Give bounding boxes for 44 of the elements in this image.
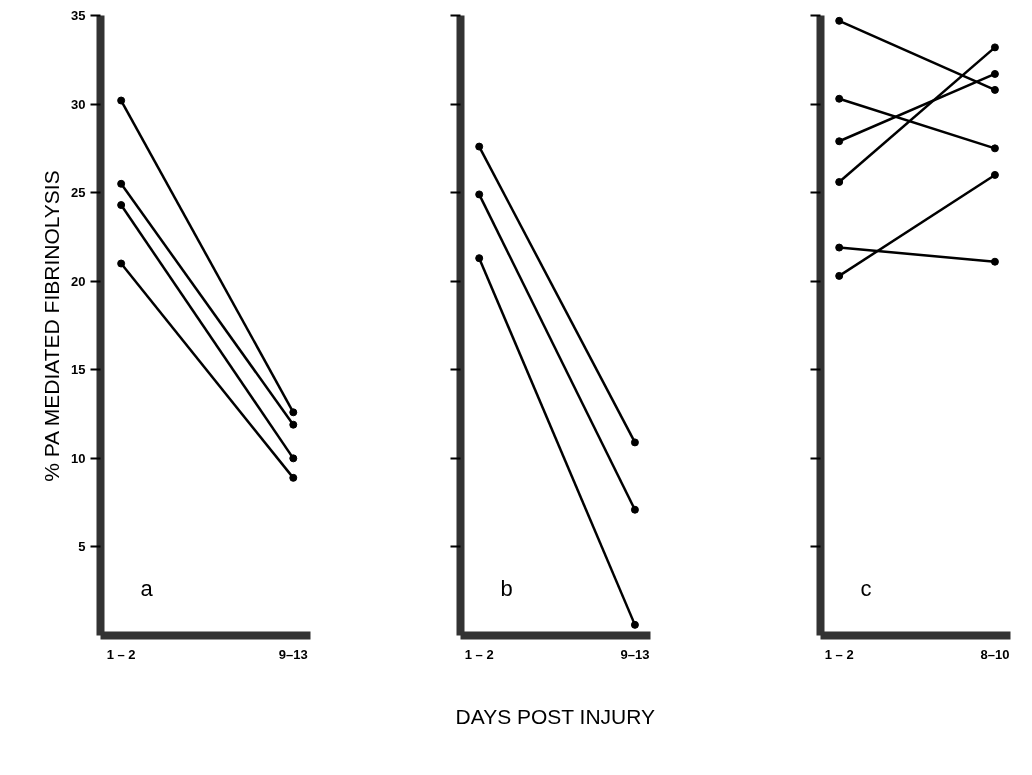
point <box>630 505 639 514</box>
point <box>630 438 639 447</box>
point <box>990 69 999 78</box>
point <box>630 620 639 629</box>
point <box>475 142 484 151</box>
point <box>835 94 844 103</box>
point <box>475 254 484 263</box>
point <box>117 259 126 268</box>
point <box>990 170 999 179</box>
x-tick-label: 8–10 <box>980 646 1010 662</box>
point <box>289 473 298 482</box>
point <box>289 454 298 463</box>
x-tick-label: 1 – 2 <box>106 646 136 662</box>
point <box>289 420 298 429</box>
point <box>990 144 999 153</box>
x-axis-title: DAYS POST INJURY <box>455 704 656 728</box>
y-tick-label: 5 <box>78 539 86 555</box>
annotation: c <box>860 575 872 601</box>
y-tick-label: 35 <box>71 8 86 23</box>
point <box>835 137 844 146</box>
point <box>990 257 999 266</box>
point <box>990 85 999 94</box>
point <box>117 96 126 105</box>
point <box>835 271 844 280</box>
annotation: a <box>140 575 154 601</box>
y-tick-label: 30 <box>71 96 86 112</box>
y-tick-label: 20 <box>71 273 86 289</box>
x-tick-label: 9–13 <box>278 646 308 662</box>
point <box>475 190 484 199</box>
x-tick-label: 1 – 2 <box>464 646 494 662</box>
x-tick-label: 9–13 <box>620 646 650 662</box>
point <box>289 408 298 417</box>
annotation: b <box>500 575 513 601</box>
point <box>835 16 844 25</box>
y-tick-label: 10 <box>71 450 86 466</box>
point <box>835 178 844 187</box>
point <box>117 201 126 210</box>
x-tick-label: 1 – 2 <box>824 646 854 662</box>
y-axis-title: % PA MEDIATED FIBRINOLYSIS <box>40 170 64 482</box>
y-tick-label: 25 <box>71 185 86 201</box>
point <box>117 179 126 188</box>
point <box>990 43 999 52</box>
y-tick-label: 15 <box>71 362 86 378</box>
point <box>835 243 844 252</box>
